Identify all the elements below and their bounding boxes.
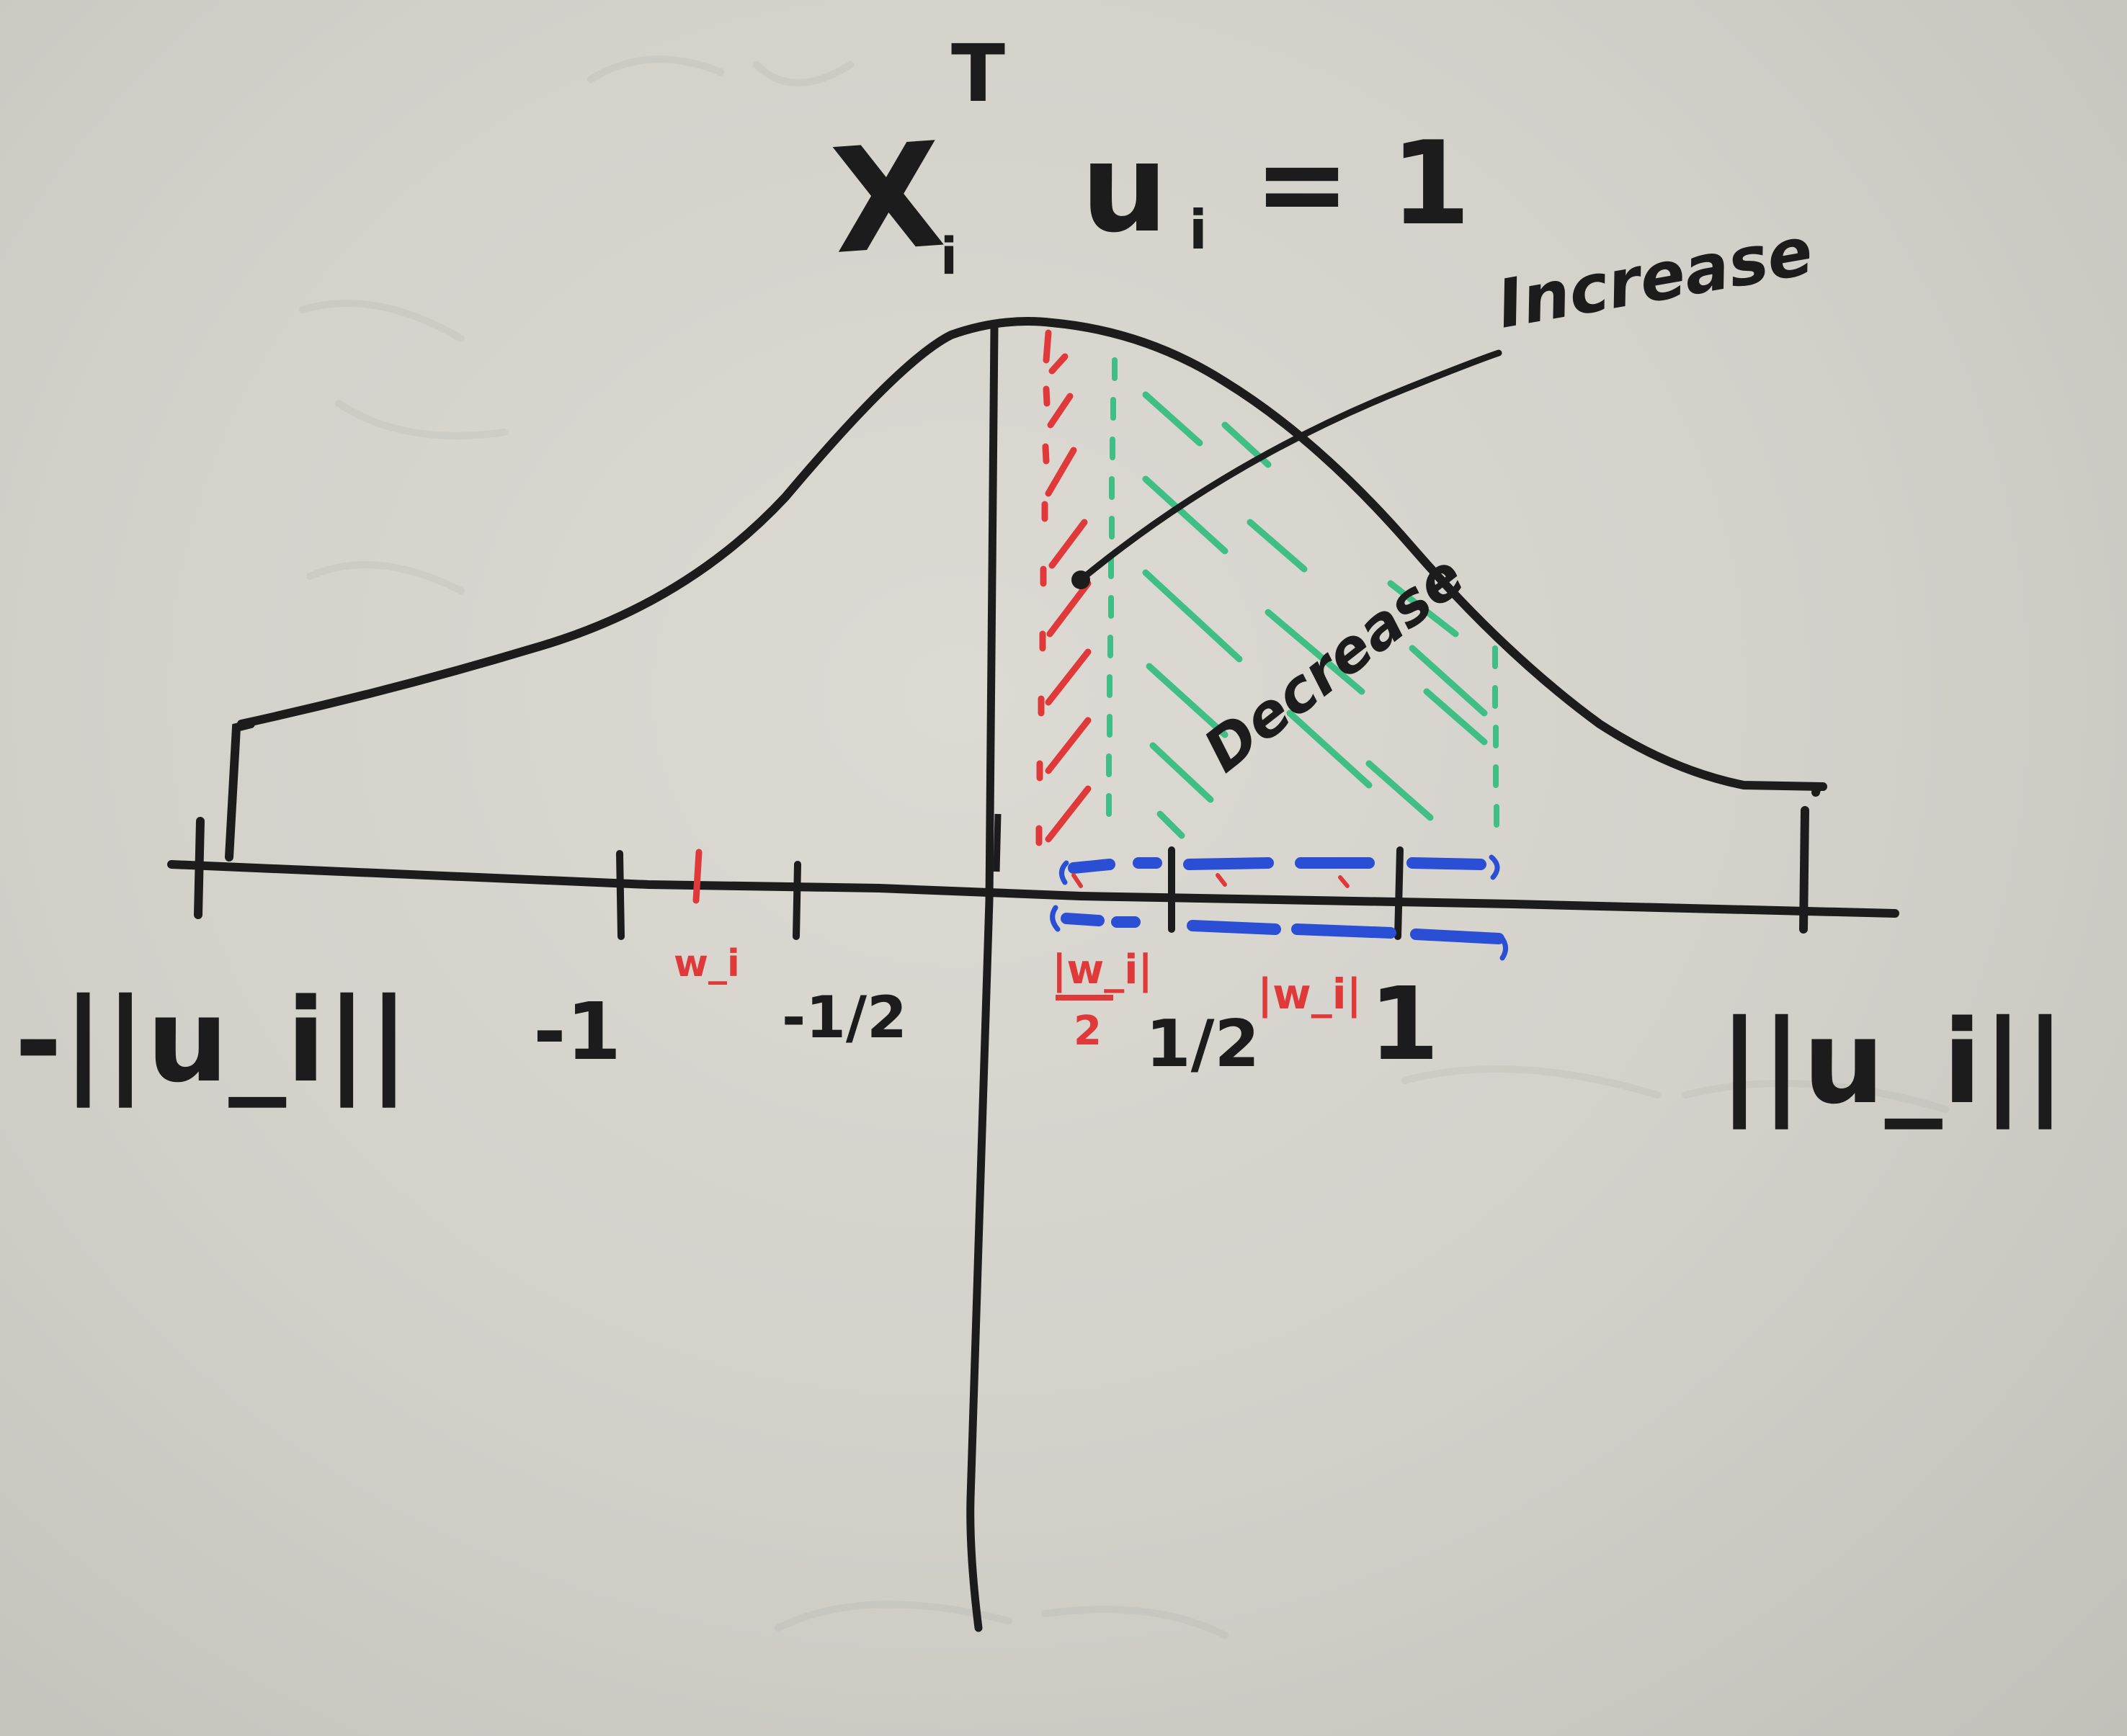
axis-ticks (616, 846, 1404, 940)
title: X i T u i = 1 (826, 27, 1471, 287)
horizontal-axis (167, 860, 1899, 918)
label-red-half-top: |w_i| (1052, 947, 1153, 993)
title-sup: T (951, 27, 1005, 120)
left-tail-bracket (194, 720, 255, 919)
red-axis-labels: w_i |w_i| 2 |w_i| (674, 942, 1362, 1055)
label-neg-one: -1 (533, 985, 621, 1078)
green-dashed-bounds (1106, 357, 1499, 828)
label-red-full: |w_i| (1257, 970, 1362, 1019)
axis-tick-mark (993, 813, 1002, 872)
increase-pointer-line (1077, 349, 1502, 583)
tick-neg-half (793, 861, 801, 940)
title-x: X (826, 112, 949, 287)
tick-pos-one (1394, 846, 1404, 940)
label-red-neg: w_i (674, 942, 740, 985)
red-hatch-region (1035, 329, 1092, 846)
tick-neg-one (616, 850, 625, 940)
title-u: u (1081, 117, 1168, 260)
increase-label: Increase (1491, 212, 1818, 344)
blue-hatch-band (1050, 854, 1508, 961)
vertical-axis (966, 323, 999, 1632)
pointer-dot (1071, 571, 1090, 589)
label-pos-one: 1 (1369, 966, 1439, 1083)
title-eq: = 1 (1254, 116, 1471, 251)
ghost-marks (299, 55, 1949, 1639)
label-left-end: -||u_i|| (14, 973, 410, 1108)
label-red-half-bottom: 2 (1074, 1008, 1102, 1055)
label-pos-half: 1/2 (1146, 1006, 1259, 1082)
bell-curve (237, 317, 1827, 791)
title-u-sub: i (1189, 198, 1208, 261)
label-neg-half: -1/2 (782, 984, 907, 1051)
tick-red-neg (692, 849, 703, 904)
green-hatch-region (1142, 391, 1488, 839)
axis-labels: -||u_i|| ||u_i|| -1 -1/2 1/2 1 (14, 966, 2066, 1129)
label-right-end: ||u_i|| (1718, 995, 2066, 1129)
title-sub: i (940, 227, 958, 286)
